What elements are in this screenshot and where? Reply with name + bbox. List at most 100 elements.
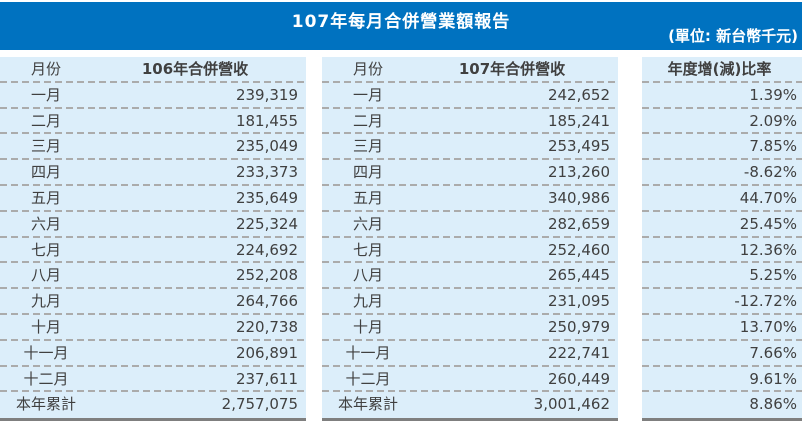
table-row: 一月 242,652: [322, 83, 618, 109]
value-cell: 13.70%: [739, 317, 797, 336]
table-row: 12.36%: [642, 238, 802, 264]
value-cell: 235,649: [235, 188, 298, 207]
table-row: 十月 220,738: [0, 315, 306, 341]
month-label: 五月: [30, 188, 61, 207]
table-row: 八月 252,208: [0, 263, 306, 289]
value-cell: 252,460: [547, 240, 610, 259]
table-row: 8.86%: [642, 392, 802, 418]
table-row: 十二月 237,611: [0, 367, 306, 393]
month-label: 十二月: [345, 369, 391, 388]
table-header-row: 年度增(減)比率: [642, 57, 802, 83]
value-cell: 340,986: [547, 188, 610, 207]
table-row: -8.62%: [642, 160, 802, 186]
value-cell: 235,049: [235, 137, 298, 156]
month-column-header: 月份: [352, 60, 383, 78]
table-row: 七月 252,460: [322, 238, 618, 264]
table-row: -12.72%: [642, 289, 802, 315]
month-label: 六月: [352, 214, 383, 233]
table-row: 五月 340,986: [322, 186, 618, 212]
value-cell: 239,319: [235, 85, 298, 104]
value-cell: 44.70%: [739, 188, 797, 207]
table-revenue-107: 月份 107年合併營收 一月 242,652 二月 185,241 三月 253,495 四…: [322, 57, 618, 422]
month-label: 二月: [352, 111, 383, 130]
table-yoy-ratio: 年度增(減)比率 1.39% 2.09% 7.85% -8.62% 44.70% 25.4…: [642, 57, 802, 422]
table-row: 二月 181,455: [0, 109, 306, 135]
table-row: 三月 235,049: [0, 134, 306, 160]
month-label: 二月: [30, 111, 61, 130]
value-cell: 225,324: [235, 214, 298, 233]
table-row: 一月 239,319: [0, 83, 306, 109]
value-cell: 265,445: [547, 266, 610, 285]
value-cell: 264,766: [235, 292, 298, 311]
month-label: 本年累計: [15, 395, 76, 414]
month-label: 四月: [352, 163, 383, 182]
table-row: 七月 224,692: [0, 238, 306, 264]
month-label: 十一月: [23, 343, 69, 362]
value-cell: 5.25%: [749, 266, 797, 285]
table-body: 一月 239,319 二月 181,455 三月 235,049 四月 233,373 五月 23…: [0, 83, 306, 418]
month-label: 五月: [352, 188, 383, 207]
month-label: 本年累計: [337, 395, 398, 414]
report-title: 107年每月合併營業額報告: [291, 12, 511, 32]
month-label: 六月: [30, 214, 61, 233]
table-body: 一月 242,652 二月 185,241 三月 253,495 四月 213,260 五月 34…: [322, 83, 618, 418]
table-revenue-106: 月份 106年合併營收 一月 239,319 二月 181,455 三月 235,049 四…: [0, 57, 306, 422]
table-row: 四月 233,373: [0, 160, 306, 186]
value-cell: 252,208: [235, 266, 298, 285]
table-header-row: 月份 106年合併營收: [0, 57, 306, 83]
table-row: 四月 213,260: [322, 160, 618, 186]
tables-container: 月份 106年合併營收 一月 239,319 二月 181,455 三月 235,049 四…: [0, 57, 802, 422]
value-cell: 7.85%: [749, 137, 797, 156]
value-cell: 253,495: [547, 137, 610, 156]
value-cell: 224,692: [235, 240, 298, 259]
value-cell: 260,449: [547, 369, 610, 388]
table-row: 13.70%: [642, 315, 802, 341]
month-label: 七月: [352, 240, 383, 259]
month-label: 九月: [30, 292, 61, 311]
unit-label: (單位: 新台幣千元): [668, 27, 798, 45]
value-cell: 1.39%: [749, 85, 797, 104]
value-cell: 233,373: [235, 163, 298, 182]
value-cell: 2,757,075: [221, 395, 298, 414]
month-label: 一月: [30, 85, 61, 104]
table-row: 十一月 222,741: [322, 341, 618, 367]
value-cell: 181,455: [235, 111, 298, 130]
table-row: 九月 264,766: [0, 289, 306, 315]
month-label: 十二月: [23, 369, 69, 388]
value-cell: 7.66%: [749, 343, 797, 362]
table-row: 十一月 206,891: [0, 341, 306, 367]
table-row: 三月 253,495: [322, 134, 618, 160]
month-label: 八月: [30, 266, 61, 285]
value-cell: 2.09%: [749, 111, 797, 130]
table-row: 44.70%: [642, 186, 802, 212]
month-label: 十月: [30, 317, 61, 336]
value-cell: 206,891: [235, 343, 298, 362]
month-label: 八月: [352, 266, 383, 285]
table-row: 5.25%: [642, 263, 802, 289]
value-cell: 237,611: [235, 369, 298, 388]
yoy-column-header: 年度增(減)比率: [667, 60, 772, 78]
month-label: 七月: [30, 240, 61, 259]
value-cell: 231,095: [547, 292, 610, 311]
value-cell: 8.86%: [749, 395, 797, 414]
table-row: 7.66%: [642, 341, 802, 367]
title-bar: 107年每月合併營業額報告 (單位: 新台幣千元): [0, 2, 802, 50]
value-cell: 250,979: [547, 317, 610, 336]
value-cell: -8.62%: [743, 163, 797, 182]
month-label: 十月: [352, 317, 383, 336]
month-label: 九月: [352, 292, 383, 311]
value-column-header: 107年合併營收: [458, 60, 566, 78]
table-body: 1.39% 2.09% 7.85% -8.62% 44.70% 25.45% 12.36% 5…: [642, 83, 802, 418]
table-row: 九月 231,095: [322, 289, 618, 315]
table-header-row: 月份 107年合併營收: [322, 57, 618, 83]
month-label: 一月: [352, 85, 383, 104]
value-cell: 242,652: [547, 85, 610, 104]
value-cell: 282,659: [547, 214, 610, 233]
table-row: 六月 225,324: [0, 212, 306, 238]
value-cell: 3,001,462: [533, 395, 610, 414]
value-cell: 185,241: [547, 111, 610, 130]
month-label: 三月: [352, 137, 383, 156]
table-row: 1.39%: [642, 83, 802, 109]
value-cell: -12.72%: [734, 292, 797, 311]
